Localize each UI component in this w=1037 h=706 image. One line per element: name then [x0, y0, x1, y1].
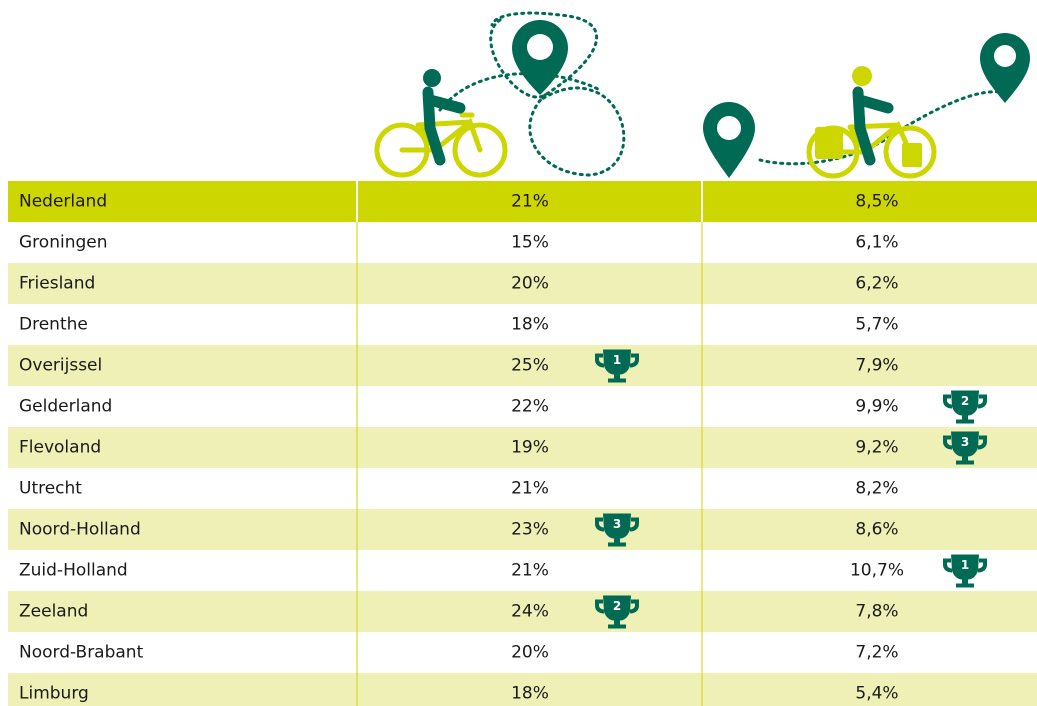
- cell-value: 10,7%: [850, 561, 904, 581]
- cell-value: 23%: [511, 520, 549, 540]
- trophy-rank: 1: [961, 558, 969, 572]
- trophy-rank: 2: [961, 394, 969, 408]
- cell-value: 8,6%: [855, 520, 898, 540]
- cell-value: 22%: [511, 397, 549, 417]
- region-name: Groningen: [19, 233, 108, 253]
- region-name: Noord-Holland: [19, 520, 141, 540]
- cell-value: 25%: [511, 356, 549, 376]
- region-name: Drenthe: [19, 315, 88, 335]
- region-name: Gelderland: [19, 397, 112, 417]
- illustration-left: [377, 13, 624, 175]
- cell-value: 19%: [511, 438, 549, 458]
- region-name: Noord-Brabant: [19, 643, 144, 663]
- region-name: Friesland: [19, 274, 95, 294]
- illustration-right: [703, 33, 1030, 178]
- region-name: Utrecht: [19, 479, 82, 499]
- cell-value: 15%: [511, 233, 549, 253]
- cell-value: 5,4%: [855, 684, 898, 704]
- cell-value: 6,2%: [855, 274, 898, 294]
- cell-value: 18%: [511, 315, 549, 335]
- cell-value: 20%: [511, 274, 549, 294]
- cell-value: 20%: [511, 643, 549, 663]
- trophy-rank: 2: [613, 599, 621, 613]
- cell-value: 9,9%: [855, 397, 898, 417]
- cell-value: 24%: [511, 602, 549, 622]
- trophy-rank: 1: [613, 353, 621, 367]
- trophy-rank: 3: [613, 517, 621, 531]
- cell-value: 21%: [511, 561, 549, 581]
- cell-value: 21%: [511, 479, 549, 499]
- cell-value: 6,1%: [855, 233, 898, 253]
- region-name: Zuid-Holland: [19, 561, 128, 581]
- cell-value: 18%: [511, 684, 549, 704]
- cell-value: 7,2%: [855, 643, 898, 663]
- infographic: Nederland 21% 8,5% Groningen 15% 6,1% Frieslan…: [0, 0, 1037, 706]
- cell-value: 8,5%: [855, 192, 898, 212]
- region-name: Zeeland: [19, 602, 88, 622]
- page: Nederland 21% 8,5% Groningen 15% 6,1% Frieslan…: [0, 0, 1037, 706]
- cell-value: 21%: [511, 192, 549, 212]
- region-name: Flevoland: [19, 438, 101, 458]
- trophy-rank: 3: [961, 435, 969, 449]
- region-name: Limburg: [19, 684, 89, 704]
- region-name: Overijssel: [19, 356, 102, 376]
- cell-value: 7,9%: [855, 356, 898, 376]
- cell-value: 7,8%: [855, 602, 898, 622]
- cell-value: 5,7%: [855, 315, 898, 335]
- cell-value: 9,2%: [855, 438, 898, 458]
- region-name: Nederland: [19, 192, 107, 212]
- cell-value: 8,2%: [855, 479, 898, 499]
